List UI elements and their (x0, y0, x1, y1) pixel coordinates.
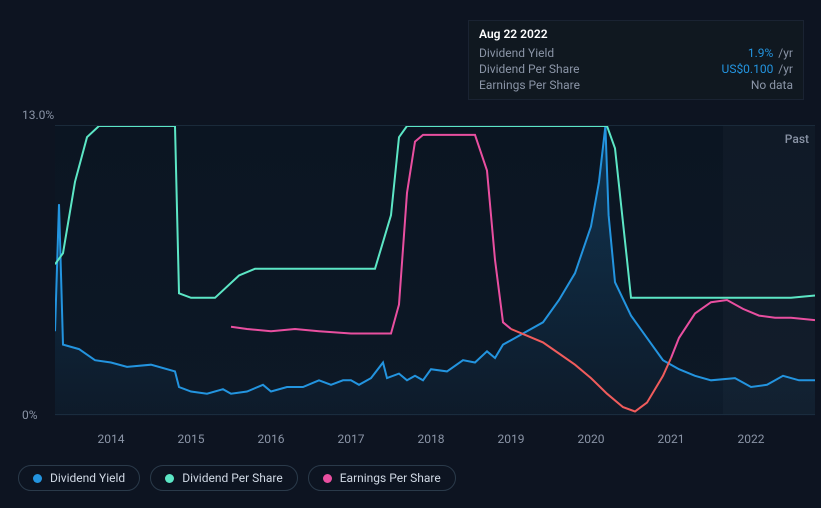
dividend-yield-area (55, 126, 815, 416)
legend-label: Dividend Yield (50, 471, 125, 485)
chart-legend: Dividend Yield Dividend Per Share Earnings… (18, 465, 456, 491)
legend-dot (165, 474, 174, 483)
tooltip-row-label: Earnings Per Share (479, 78, 580, 92)
chart-plot-area[interactable] (55, 125, 815, 415)
dividend-yield-line (55, 126, 815, 394)
y-axis-min-label: 0% (22, 408, 38, 422)
legend-label: Dividend Per Share (182, 471, 283, 485)
x-axis-tick: 2021 (658, 432, 685, 446)
x-axis-tick: 2020 (578, 432, 605, 446)
earnings-per-share-line-c (671, 300, 815, 358)
tooltip-row-label: Dividend Yield (479, 46, 554, 60)
x-axis-tick: 2016 (258, 432, 285, 446)
legend-item-earnings-per-share[interactable]: Earnings Per Share (308, 465, 456, 491)
past-label: Past (785, 132, 809, 146)
chart-tooltip: Aug 22 2022 Dividend Yield1.9% /yrDivide… (468, 20, 804, 100)
x-axis-tick: 2014 (98, 432, 125, 446)
dividend-per-share-line (55, 126, 815, 298)
x-axis-tick: 2015 (178, 432, 205, 446)
tooltip-row-label: Dividend Per Share (479, 62, 580, 76)
x-axis-tick: 2017 (338, 432, 365, 446)
legend-item-dividend-per-share[interactable]: Dividend Per Share (150, 465, 298, 491)
tooltip-row: Dividend Yield 1.9% /yr (479, 45, 793, 61)
tooltip-date: Aug 22 2022 (479, 27, 793, 41)
earnings-per-share-line-a (231, 135, 511, 334)
tooltip-row: Earnings Per Share No data (479, 77, 793, 93)
tooltip-row-nodata: No data (751, 78, 793, 92)
legend-dot (33, 474, 42, 483)
x-axis-tick: 2022 (738, 432, 765, 446)
legend-item-dividend-yield[interactable]: Dividend Yield (18, 465, 140, 491)
tooltip-row-value: US$0.100 /yr (722, 62, 793, 76)
x-axis-tick: 2018 (418, 432, 445, 446)
dividend-chart: Aug 22 2022 Dividend Yield1.9% /yrDivide… (0, 0, 821, 508)
tooltip-row-value: 1.9% /yr (748, 46, 793, 60)
x-axis-tick: 2019 (498, 432, 525, 446)
legend-dot (323, 474, 332, 483)
y-axis-max-label: 13.0% (22, 108, 54, 122)
chart-svg (55, 126, 815, 416)
tooltip-row: Dividend Per Share US$0.100 /yr (479, 61, 793, 77)
legend-label: Earnings Per Share (340, 471, 441, 485)
